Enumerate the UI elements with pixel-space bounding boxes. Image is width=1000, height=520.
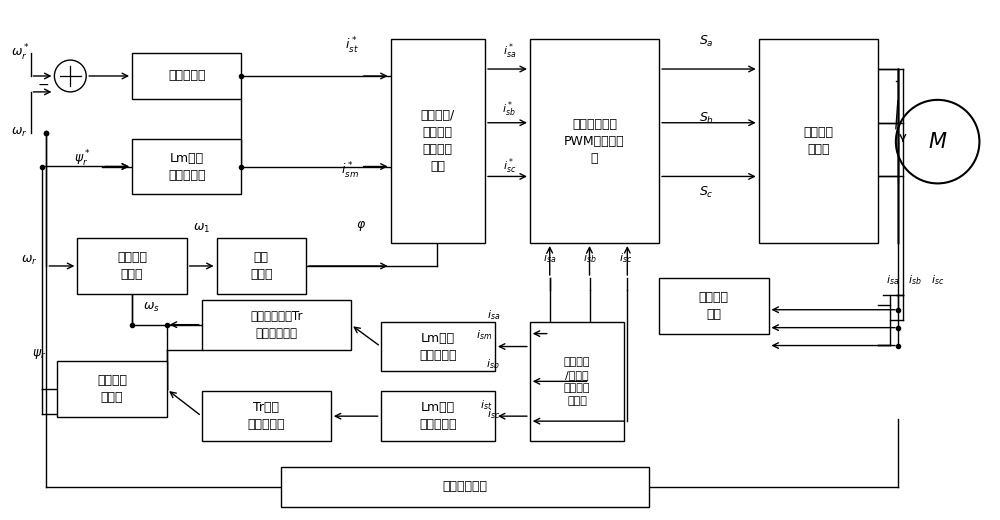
- FancyBboxPatch shape: [202, 391, 331, 441]
- Text: $i_{sb}^*$: $i_{sb}^*$: [502, 99, 516, 119]
- Text: 速度控制器: 速度控制器: [168, 70, 205, 83]
- Text: $i_{sc}^*$: $i_{sc}^*$: [503, 157, 516, 176]
- Text: Lm参数
乘法运算器: Lm参数 乘法运算器: [419, 332, 457, 361]
- Text: $S_a$: $S_a$: [699, 34, 714, 49]
- Text: $S_c$: $S_c$: [699, 185, 714, 200]
- Text: $i_{st}^*$: $i_{st}^*$: [345, 36, 359, 56]
- Text: $i_{sa}$: $i_{sa}$: [886, 273, 899, 287]
- Text: 加法运算
控制器: 加法运算 控制器: [117, 251, 147, 281]
- Text: Lm参数
除法运算器: Lm参数 除法运算器: [168, 151, 205, 181]
- Text: $i_{sm}^*$: $i_{sm}^*$: [341, 161, 359, 180]
- Text: $\varphi$: $\varphi$: [356, 219, 366, 233]
- Text: $\omega_r$: $\omega_r$: [11, 126, 27, 139]
- FancyBboxPatch shape: [217, 238, 306, 294]
- Text: Tr参数
除法运算器: Tr参数 除法运算器: [248, 401, 285, 431]
- Text: $i_{sc}$: $i_{sc}$: [487, 407, 500, 421]
- Text: $\omega_r^*$: $\omega_r^*$: [11, 43, 30, 63]
- FancyBboxPatch shape: [132, 53, 241, 99]
- Text: $\psi_r^*$: $\psi_r^*$: [74, 149, 91, 168]
- Text: $M$: $M$: [928, 132, 947, 152]
- FancyBboxPatch shape: [281, 467, 649, 506]
- FancyBboxPatch shape: [57, 361, 167, 417]
- Text: $\omega_1$: $\omega_1$: [193, 222, 210, 235]
- Text: $i_{sc}$: $i_{sc}$: [619, 251, 632, 265]
- Text: $\omega_s$: $\omega_s$: [143, 301, 160, 314]
- Text: 积分
控制器: 积分 控制器: [250, 251, 273, 281]
- Text: 速度测量电路: 速度测量电路: [443, 480, 488, 493]
- FancyBboxPatch shape: [132, 139, 241, 194]
- Text: $i_{sc}$: $i_{sc}$: [931, 273, 944, 287]
- Text: $\omega_r$: $\omega_r$: [21, 253, 37, 267]
- Text: 电流测量
电路: 电流测量 电路: [699, 291, 729, 321]
- Text: $\psi_r$: $\psi_r$: [32, 347, 46, 361]
- Text: $i_{sa}$: $i_{sa}$: [543, 251, 556, 265]
- Text: 电压源型
逆变器: 电压源型 逆变器: [803, 126, 833, 156]
- FancyBboxPatch shape: [659, 278, 769, 334]
- Text: $i_{sb}$: $i_{sb}$: [486, 358, 500, 371]
- Text: $i_{sb}$: $i_{sb}$: [583, 251, 596, 265]
- Text: 三相静止
/两相旋
转坐标变
换电路: 三相静止 /两相旋 转坐标变 换电路: [564, 357, 590, 406]
- Text: 除法运算
控制器: 除法运算 控制器: [97, 374, 127, 405]
- FancyBboxPatch shape: [202, 300, 351, 349]
- FancyBboxPatch shape: [381, 391, 495, 441]
- Text: $i_{sm}$: $i_{sm}$: [476, 329, 492, 343]
- FancyBboxPatch shape: [530, 39, 659, 243]
- FancyBboxPatch shape: [381, 322, 495, 371]
- Text: $i_{sa}^*$: $i_{sa}^*$: [503, 41, 516, 61]
- FancyBboxPatch shape: [77, 238, 187, 294]
- Text: 电流滞环跟踪
PWM信号发生
器: 电流滞环跟踪 PWM信号发生 器: [564, 118, 625, 165]
- Text: $i_{st}$: $i_{st}$: [480, 398, 492, 412]
- Text: $S_b$: $S_b$: [699, 111, 714, 126]
- Text: $-$: $-$: [37, 77, 49, 91]
- FancyBboxPatch shape: [391, 39, 485, 243]
- Text: 两相旋转/
三相静止
坐标变换
电路: 两相旋转/ 三相静止 坐标变换 电路: [421, 109, 455, 173]
- Text: $i_{sa}$: $i_{sa}$: [487, 308, 500, 321]
- FancyBboxPatch shape: [759, 39, 878, 243]
- FancyBboxPatch shape: [530, 322, 624, 441]
- Text: 转子时间常数Tr
惯性环节电路: 转子时间常数Tr 惯性环节电路: [250, 309, 302, 340]
- Text: Lm参数
乘法运算器: Lm参数 乘法运算器: [419, 401, 457, 431]
- Text: $i_{sb}$: $i_{sb}$: [908, 273, 922, 287]
